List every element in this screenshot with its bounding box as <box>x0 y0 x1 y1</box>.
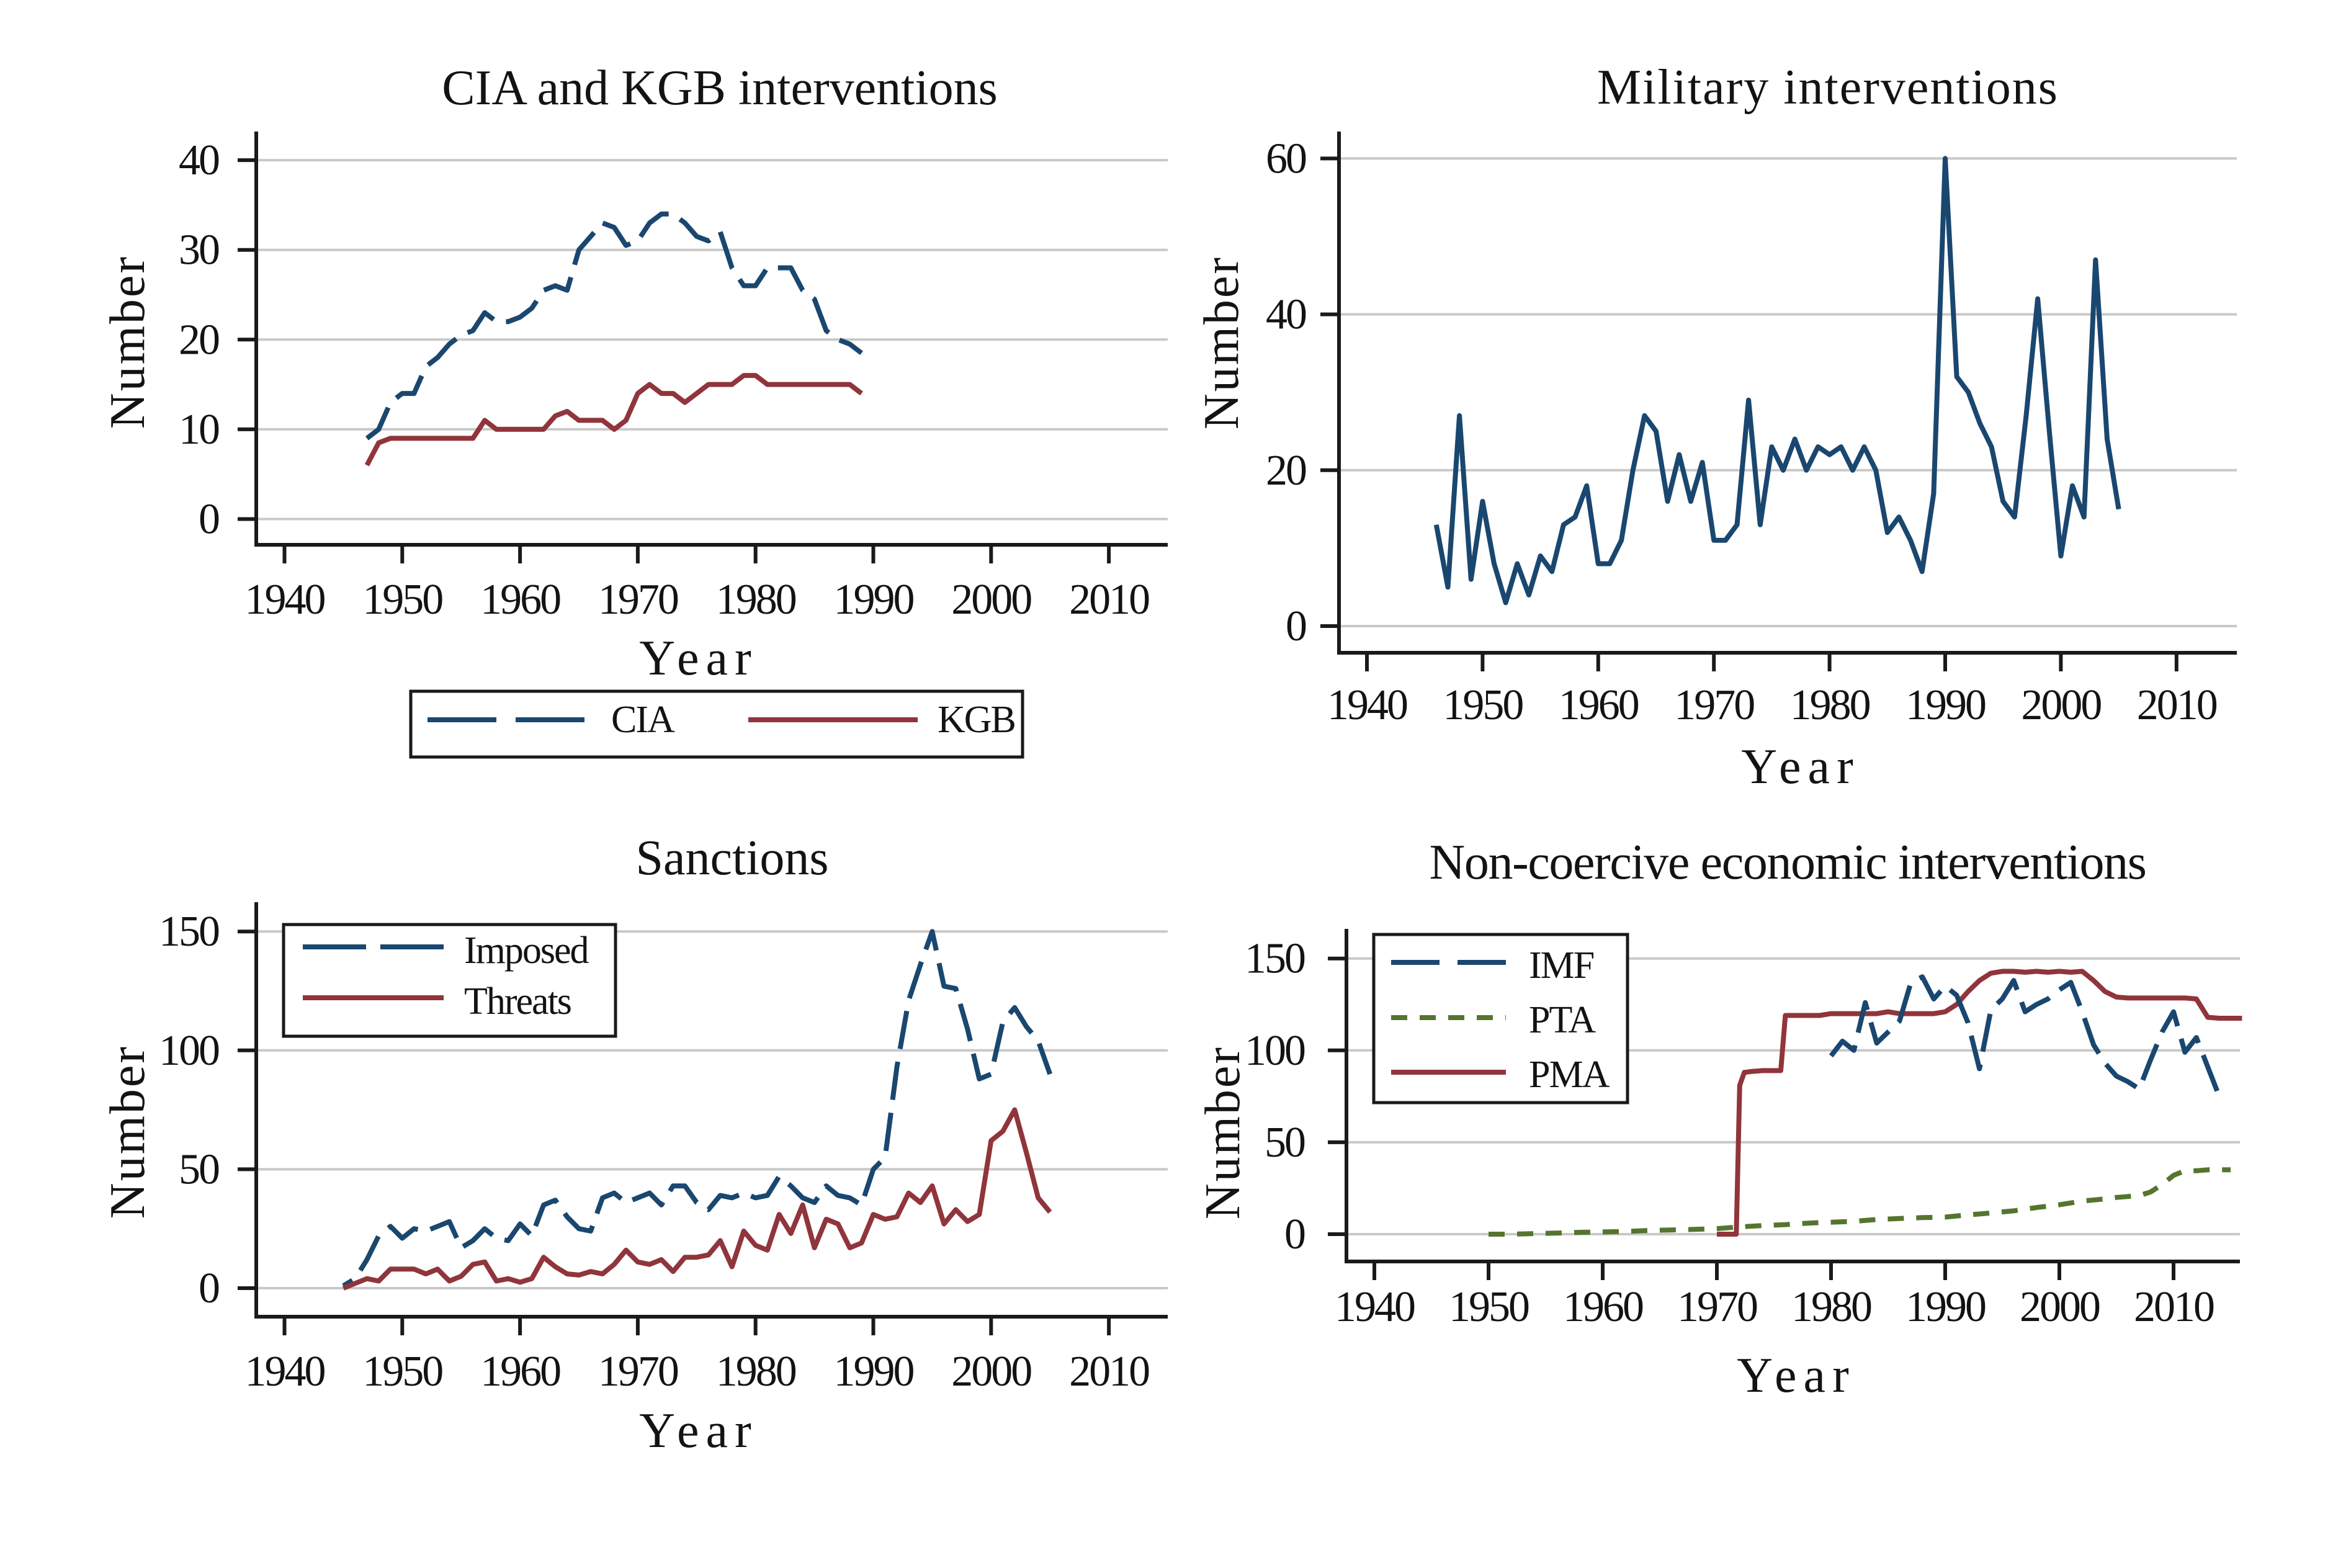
svg-text:0: 0 <box>199 1265 219 1312</box>
svg-text:Year: Year <box>639 1404 758 1458</box>
svg-text:1970: 1970 <box>1674 681 1754 729</box>
svg-text:150: 150 <box>1245 935 1305 983</box>
svg-text:1960: 1960 <box>1563 1283 1643 1331</box>
svg-text:IMF: IMF <box>1529 944 1594 987</box>
svg-text:1940: 1940 <box>245 576 325 624</box>
svg-text:1980: 1980 <box>1790 681 1870 729</box>
svg-text:1960: 1960 <box>480 1348 560 1396</box>
svg-text:Number: Number <box>1194 256 1249 429</box>
svg-text:Year: Year <box>1741 740 1860 794</box>
svg-text:0: 0 <box>199 496 219 544</box>
svg-text:20: 20 <box>1266 447 1306 495</box>
svg-text:PMA: PMA <box>1529 1054 1610 1096</box>
svg-text:1990: 1990 <box>1905 1283 1986 1331</box>
svg-text:1950: 1950 <box>362 576 442 624</box>
svg-text:1990: 1990 <box>834 576 914 624</box>
svg-text:Military interventions: Military interventions <box>1597 60 2059 115</box>
svg-text:PTA: PTA <box>1529 999 1596 1041</box>
svg-text:100: 100 <box>1245 1027 1305 1075</box>
svg-text:0: 0 <box>1284 1211 1305 1258</box>
svg-text:Year: Year <box>639 631 758 686</box>
svg-text:50: 50 <box>1265 1119 1305 1167</box>
svg-text:1960: 1960 <box>480 576 560 624</box>
svg-text:2010: 2010 <box>1069 1348 1149 1396</box>
svg-text:1940: 1940 <box>245 1348 325 1396</box>
svg-text:20: 20 <box>179 316 219 364</box>
svg-text:2000: 2000 <box>2021 681 2101 729</box>
svg-text:2010: 2010 <box>2134 1283 2214 1331</box>
svg-text:CIA: CIA <box>611 699 675 741</box>
svg-text:1990: 1990 <box>834 1348 914 1396</box>
svg-text:1990: 1990 <box>1905 681 1986 729</box>
svg-text:30: 30 <box>179 226 219 274</box>
svg-text:2000: 2000 <box>951 576 1031 624</box>
svg-text:1970: 1970 <box>1677 1283 1757 1331</box>
svg-text:Non-coercive economic interven: Non-coercive economic interventions <box>1430 835 2146 890</box>
svg-text:2000: 2000 <box>951 1348 1031 1396</box>
svg-text:10: 10 <box>179 406 219 454</box>
svg-text:150: 150 <box>159 908 219 956</box>
svg-text:1940: 1940 <box>1335 1283 1415 1331</box>
svg-text:100: 100 <box>159 1027 219 1075</box>
svg-text:Imposed: Imposed <box>464 930 589 972</box>
svg-text:Year: Year <box>1737 1348 1855 1403</box>
svg-text:CIA and KGB interventions: CIA and KGB interventions <box>442 61 997 115</box>
svg-text:Sanctions: Sanctions <box>635 831 828 885</box>
svg-text:60: 60 <box>1266 135 1306 182</box>
svg-text:Threats: Threats <box>464 980 571 1023</box>
svg-text:1950: 1950 <box>362 1348 442 1396</box>
svg-text:Number: Number <box>1196 1046 1250 1219</box>
svg-text:1980: 1980 <box>716 1348 796 1396</box>
svg-text:Number: Number <box>101 255 155 429</box>
svg-text:1950: 1950 <box>1449 1283 1529 1331</box>
svg-text:0: 0 <box>1286 603 1306 650</box>
svg-text:1960: 1960 <box>1559 681 1639 729</box>
svg-text:2010: 2010 <box>1069 576 1149 624</box>
svg-text:1980: 1980 <box>1791 1283 1871 1331</box>
svg-text:2000: 2000 <box>2020 1283 2100 1331</box>
svg-text:1950: 1950 <box>1443 681 1523 729</box>
svg-text:1980: 1980 <box>716 576 796 624</box>
svg-text:KGB: KGB <box>938 699 1015 741</box>
svg-text:40: 40 <box>1266 291 1306 339</box>
svg-text:2010: 2010 <box>2137 681 2217 729</box>
svg-text:1970: 1970 <box>598 1348 678 1396</box>
svg-text:1970: 1970 <box>598 576 678 624</box>
svg-text:40: 40 <box>179 137 219 184</box>
svg-text:50: 50 <box>179 1145 219 1193</box>
svg-text:1940: 1940 <box>1327 681 1407 729</box>
svg-text:Number: Number <box>101 1045 155 1219</box>
